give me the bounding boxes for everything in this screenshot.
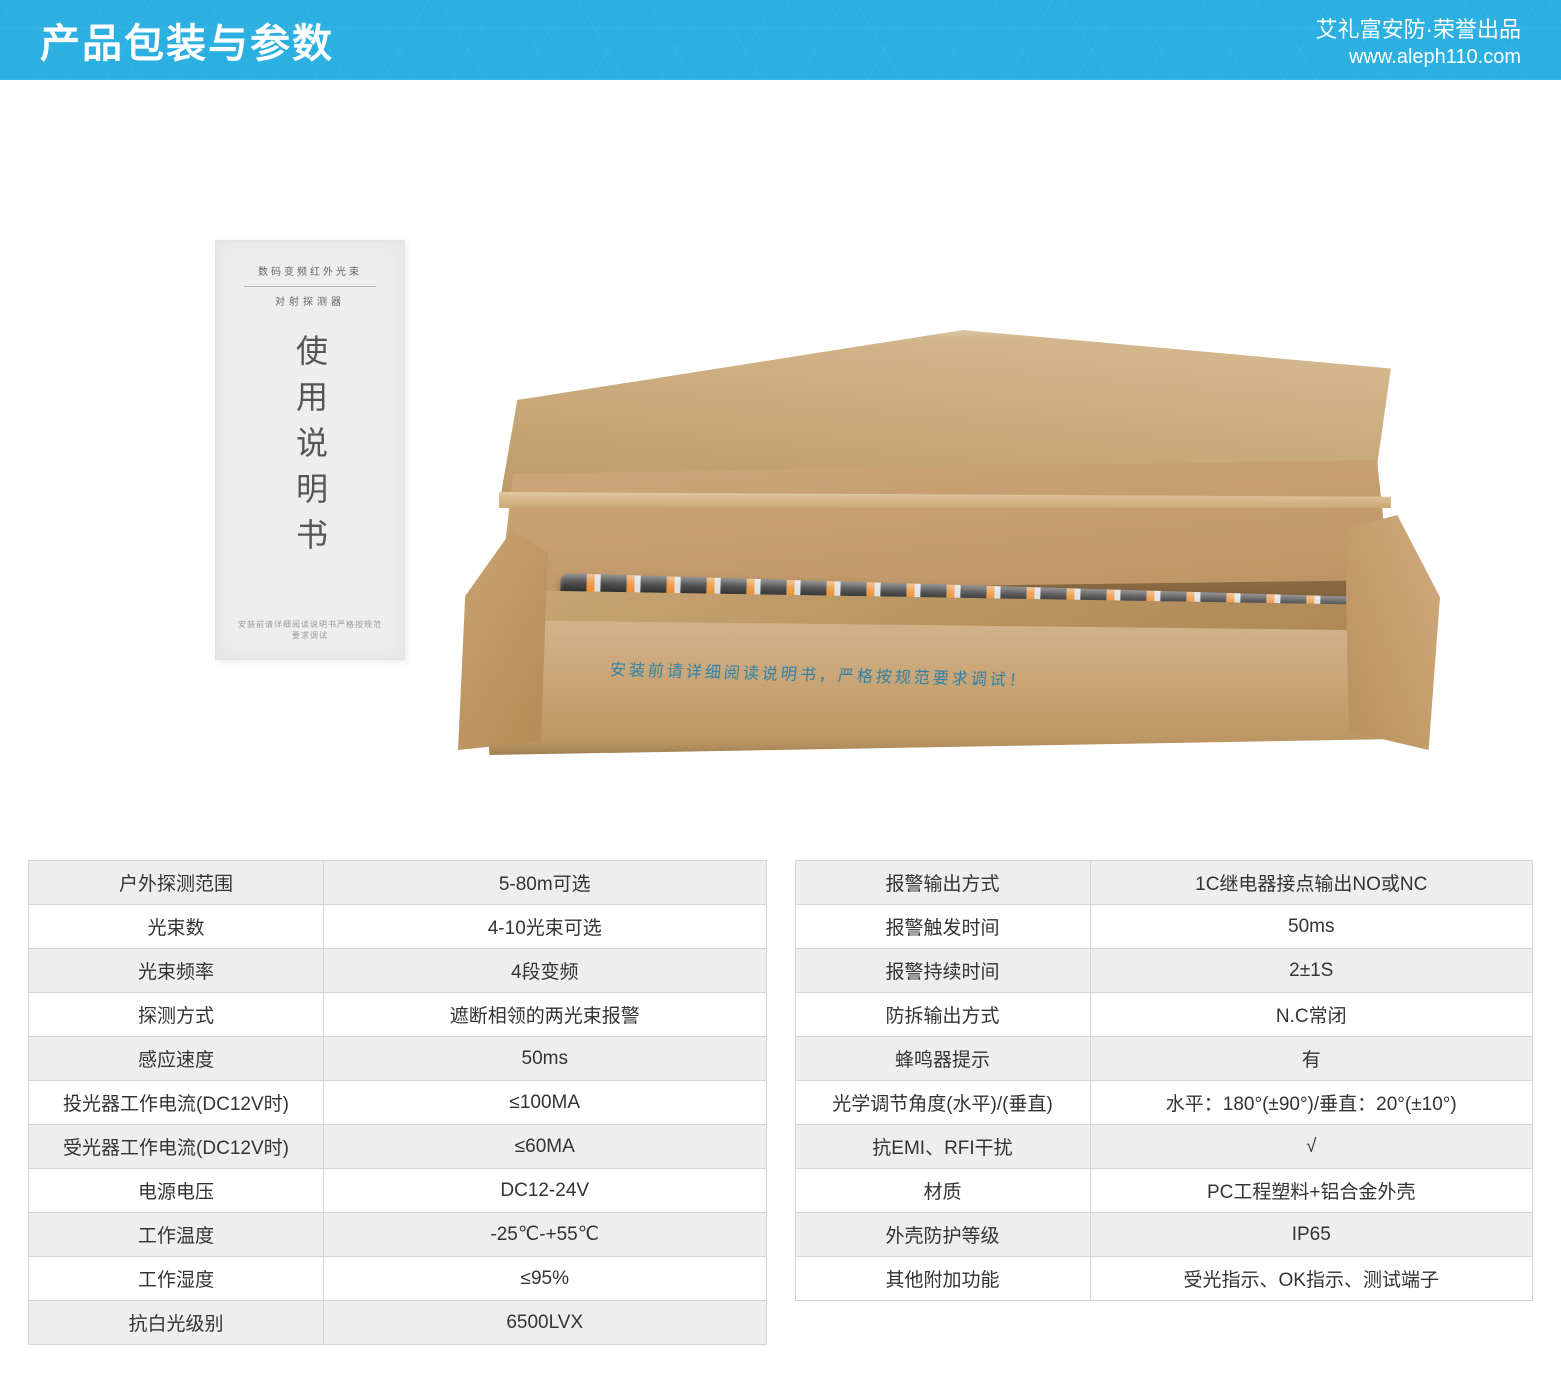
box-flap-left — [458, 530, 548, 750]
right-row: 光学调节角度(水平)/(垂直)水平：180°(±90°)/垂直：20°(±10°… — [795, 1081, 1533, 1125]
left-value: DC12-24V — [324, 1169, 767, 1213]
right-spec-table: 报警输出方式1C继电器接点输出NO或NC报警触发时间50ms报警持续时间2±1S… — [795, 860, 1534, 1301]
manual-bottom-text: 安装前请详细阅读说明书严格按规范要求调试 — [236, 619, 384, 641]
left-row: 感应速度50ms — [29, 1037, 767, 1081]
product-image-area: 数码变频红外光束 对射探测器 使用说明书 安装前请详细阅读说明书严格按规范要求调… — [0, 80, 1561, 860]
brand-text: 艾礼富安防·荣誉出品 — [1316, 12, 1521, 44]
page-header: 产品包装与参数 艾礼富安防·荣誉出品 www.aleph110.com — [0, 0, 1561, 80]
right-label: 防拆输出方式 — [795, 993, 1090, 1037]
manual-sub-line: 对射探测器 — [275, 293, 345, 308]
left-row: 电源电压DC12-24V — [29, 1169, 767, 1213]
page-title: 产品包装与参数 — [40, 11, 334, 69]
right-label: 光学调节角度(水平)/(垂直) — [795, 1081, 1090, 1125]
right-row: 其他附加功能受光指示、OK指示、测试端子 — [795, 1257, 1533, 1301]
left-value: ≤100MA — [324, 1081, 767, 1125]
left-value: 遮断相领的两光束报警 — [324, 993, 767, 1037]
right-value: 50ms — [1090, 905, 1533, 949]
right-value: 受光指示、OK指示、测试端子 — [1090, 1257, 1533, 1301]
manual-top-line: 数码变频红外光束 — [244, 265, 375, 287]
left-label: 工作湿度 — [29, 1257, 324, 1301]
right-label: 报警触发时间 — [795, 905, 1090, 949]
left-row: 工作温度-25℃-+55℃ — [29, 1213, 767, 1257]
right-label: 外壳防护等级 — [795, 1213, 1090, 1257]
right-value: 有 — [1090, 1037, 1533, 1081]
right-row: 蜂鸣器提示有 — [795, 1037, 1533, 1081]
left-value: 5-80m可选 — [324, 861, 767, 905]
right-label: 抗EMI、RFI干扰 — [795, 1125, 1090, 1169]
left-value: -25℃-+55℃ — [324, 1213, 767, 1257]
right-label: 材质 — [795, 1169, 1090, 1213]
left-row: 户外探测范围5-80m可选 — [29, 861, 767, 905]
right-row: 抗EMI、RFI干扰√ — [795, 1125, 1533, 1169]
left-row: 受光器工作电流(DC12V时)≤60MA — [29, 1125, 767, 1169]
right-value: IP65 — [1090, 1213, 1533, 1257]
right-row: 报警持续时间2±1S — [795, 949, 1533, 993]
right-value: PC工程塑料+铝合金外壳 — [1090, 1169, 1533, 1213]
spec-tables: 户外探测范围5-80m可选光束数4-10光束可选光束频率4段变频探测方式遮断相领… — [0, 860, 1561, 1385]
left-row: 光束频率4段变频 — [29, 949, 767, 993]
left-value: ≤95% — [324, 1257, 767, 1301]
left-spec-table: 户外探测范围5-80m可选光束数4-10光束可选光束频率4段变频探测方式遮断相领… — [28, 860, 767, 1345]
left-label: 投光器工作电流(DC12V时) — [29, 1081, 324, 1125]
left-value: 4-10光束可选 — [324, 905, 767, 949]
left-label: 工作温度 — [29, 1213, 324, 1257]
manual-booklet: 数码变频红外光束 对射探测器 使用说明书 安装前请详细阅读说明书严格按规范要求调… — [215, 240, 405, 660]
right-label: 报警输出方式 — [795, 861, 1090, 905]
manual-title: 使用说明书 — [287, 334, 333, 619]
left-table-wrap: 户外探测范围5-80m可选光束数4-10光束可选光束频率4段变频探测方式遮断相领… — [28, 860, 767, 1345]
right-value: 水平：180°(±90°)/垂直：20°(±10°) — [1090, 1081, 1533, 1125]
left-value: 6500LVX — [324, 1301, 767, 1345]
left-value: ≤60MA — [324, 1125, 767, 1169]
package-box: 安装前请详细阅读说明书，严格按规范要求调试！ — [440, 310, 1500, 790]
left-label: 户外探测范围 — [29, 861, 324, 905]
right-label: 其他附加功能 — [795, 1257, 1090, 1301]
right-value: √ — [1090, 1125, 1533, 1169]
left-label: 受光器工作电流(DC12V时) — [29, 1125, 324, 1169]
left-label: 光束数 — [29, 905, 324, 949]
right-row: 防拆输出方式N.C常闭 — [795, 993, 1533, 1037]
right-row: 材质PC工程塑料+铝合金外壳 — [795, 1169, 1533, 1213]
left-row: 光束数4-10光束可选 — [29, 905, 767, 949]
header-right: 艾礼富安防·荣誉出品 www.aleph110.com — [1316, 12, 1521, 69]
right-table-wrap: 报警输出方式1C继电器接点输出NO或NC报警触发时间50ms报警持续时间2±1S… — [795, 860, 1534, 1345]
left-value: 4段变频 — [324, 949, 767, 993]
left-row: 工作湿度≤95% — [29, 1257, 767, 1301]
right-label: 报警持续时间 — [795, 949, 1090, 993]
right-label: 蜂鸣器提示 — [795, 1037, 1090, 1081]
right-row: 外壳防护等级IP65 — [795, 1213, 1533, 1257]
right-value: N.C常闭 — [1090, 993, 1533, 1037]
left-label: 电源电压 — [29, 1169, 324, 1213]
left-label: 抗白光级别 — [29, 1301, 324, 1345]
left-row: 探测方式遮断相领的两光束报警 — [29, 993, 767, 1037]
left-row: 投光器工作电流(DC12V时)≤100MA — [29, 1081, 767, 1125]
left-value: 50ms — [324, 1037, 767, 1081]
brand-url: www.aleph110.com — [1316, 46, 1521, 69]
left-label: 感应速度 — [29, 1037, 324, 1081]
left-label: 探测方式 — [29, 993, 324, 1037]
right-row: 报警触发时间50ms — [795, 905, 1533, 949]
left-label: 光束频率 — [29, 949, 324, 993]
box-flap-right — [1345, 515, 1440, 750]
right-value: 2±1S — [1090, 949, 1533, 993]
right-value: 1C继电器接点输出NO或NC — [1090, 861, 1533, 905]
left-row: 抗白光级别6500LVX — [29, 1301, 767, 1345]
right-row: 报警输出方式1C继电器接点输出NO或NC — [795, 861, 1533, 905]
